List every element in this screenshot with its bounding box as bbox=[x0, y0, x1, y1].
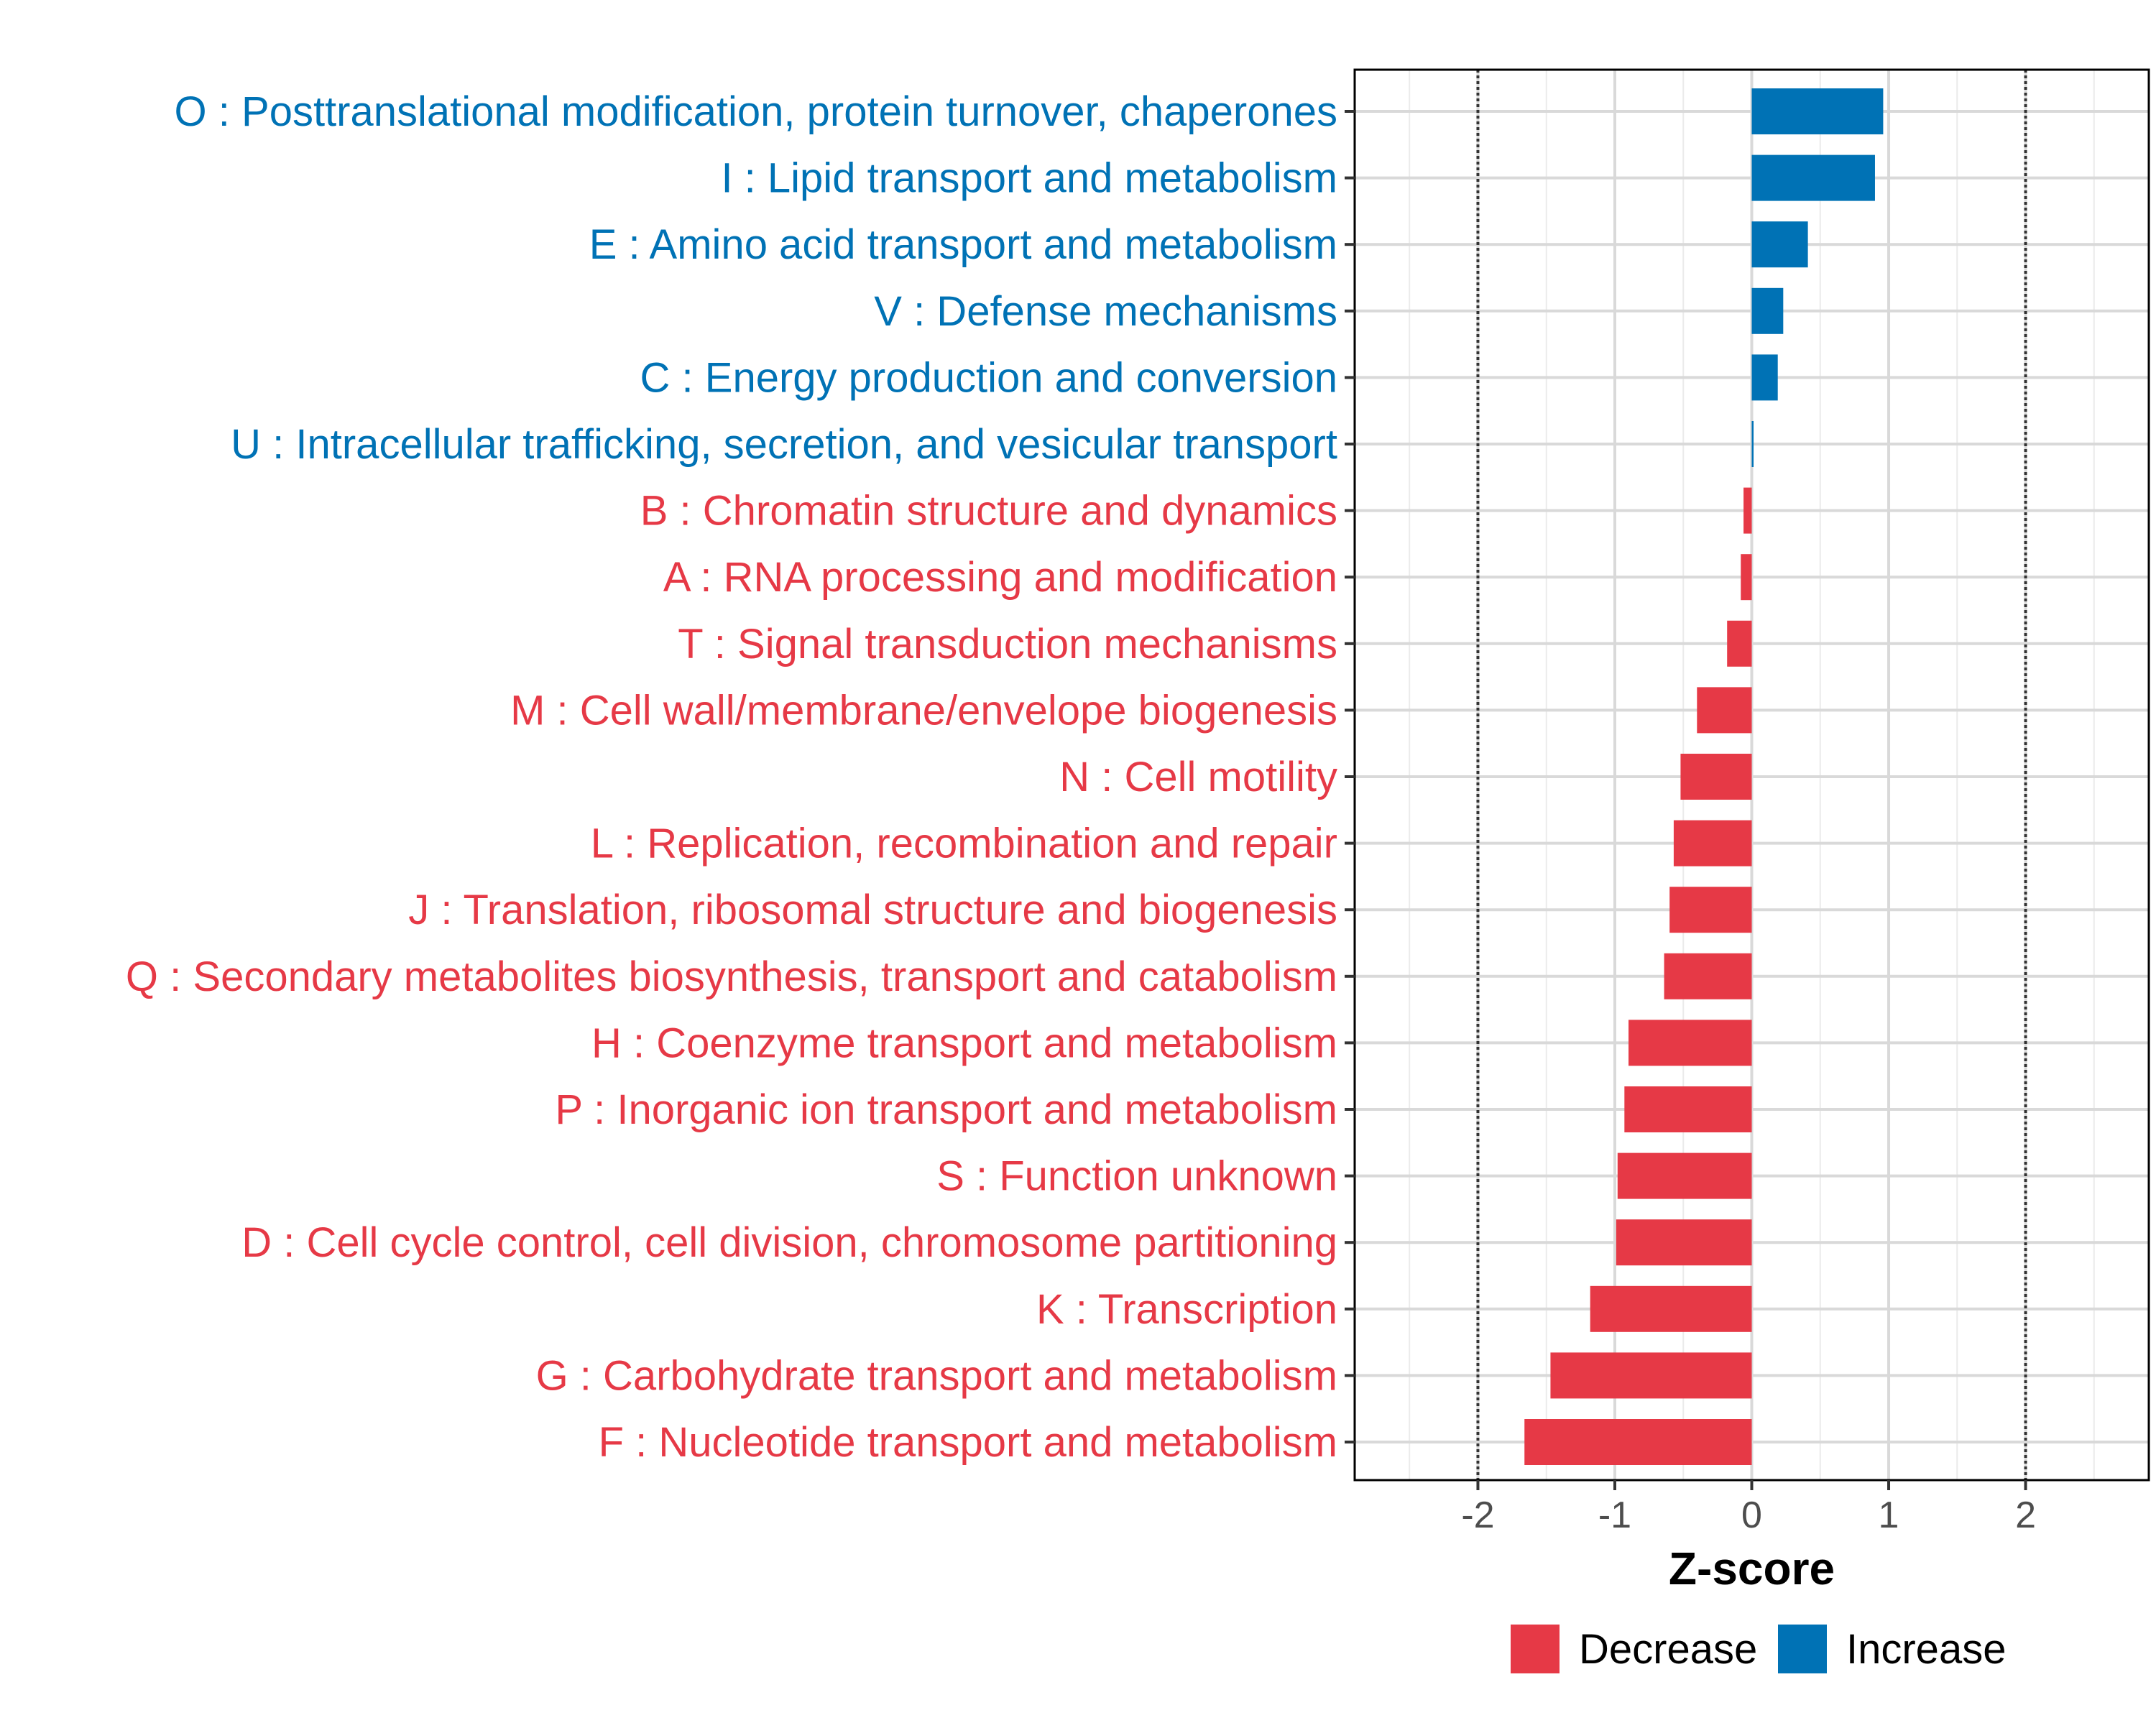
legend-label-increase: Increase bbox=[1846, 1626, 2006, 1673]
y-tick-label: P : Inorganic ion transport and metaboli… bbox=[555, 1086, 1337, 1133]
y-tick-label: E : Amino acid transport and metabolism bbox=[589, 221, 1337, 268]
x-tick-label: -1 bbox=[1598, 1494, 1631, 1536]
bar-l bbox=[1673, 820, 1752, 867]
y-tick-label: K : Transcription bbox=[1036, 1286, 1337, 1333]
x-tick-label: 0 bbox=[1741, 1494, 1762, 1536]
bar-o bbox=[1751, 88, 1884, 134]
bar-t bbox=[1727, 620, 1752, 667]
bar-j bbox=[1669, 887, 1752, 933]
y-tick-label: B : Chromatin structure and dynamics bbox=[640, 488, 1337, 535]
y-tick-label: Q : Secondary metabolites biosynthesis, … bbox=[126, 953, 1337, 1000]
bar-b bbox=[1743, 487, 1752, 534]
y-tick-label: I : Lipid transport and metabolism bbox=[721, 155, 1337, 202]
bar-v bbox=[1751, 287, 1784, 334]
y-tick-label: V : Defense mechanisms bbox=[874, 288, 1337, 335]
x-axis-title: Z-score bbox=[1669, 1543, 1835, 1594]
legend-swatch-decrease bbox=[1511, 1625, 1560, 1673]
reference-line-layer bbox=[1476, 70, 2027, 1480]
y-tick-label: T : Signal transduction mechanisms bbox=[678, 621, 1337, 667]
bar-g bbox=[1550, 1352, 1752, 1399]
y-tick-label: A : RNA processing and modification bbox=[663, 554, 1337, 601]
bar-layer bbox=[1524, 88, 1884, 1465]
x-axis: -2 -1 0 1 2 bbox=[1461, 1480, 2036, 1536]
legend-label-decrease: Decrease bbox=[1579, 1626, 1757, 1673]
y-tick-label: D : Cell cycle control, cell division, c… bbox=[241, 1219, 1337, 1266]
y-tick-label: F : Nucleotide transport and metabolism bbox=[599, 1419, 1337, 1466]
bar-m bbox=[1697, 687, 1752, 734]
bar-f bbox=[1524, 1419, 1752, 1465]
y-tick-label: C : Energy production and conversion bbox=[640, 354, 1337, 401]
bar-c bbox=[1751, 354, 1778, 401]
y-tick-label: H : Coenzyme transport and metabolism bbox=[591, 1020, 1337, 1066]
bar-p bbox=[1624, 1086, 1752, 1132]
bar-q bbox=[1664, 953, 1752, 999]
y-tick-label: S : Function unknown bbox=[936, 1153, 1337, 1200]
bar-u bbox=[1751, 421, 1754, 467]
bar-s bbox=[1617, 1152, 1752, 1199]
y-tick-label: G : Carbohydrate transport and metabolis… bbox=[536, 1352, 1337, 1399]
bar-n bbox=[1680, 754, 1752, 800]
y-axis: O : Posttranslational modification, prot… bbox=[126, 88, 1355, 1466]
y-tick-label: U : Intracellular trafficking, secretion… bbox=[231, 421, 1337, 468]
bar-h bbox=[1628, 1020, 1752, 1066]
bar-a bbox=[1741, 554, 1752, 601]
y-tick-label: J : Translation, ribosomal structure and… bbox=[408, 887, 1337, 933]
y-tick-label: M : Cell wall/membrane/envelope biogenes… bbox=[510, 687, 1337, 734]
bar-i bbox=[1751, 154, 1875, 201]
x-tick-label: 1 bbox=[1879, 1494, 1899, 1536]
legend-swatch-increase bbox=[1778, 1625, 1827, 1673]
x-tick-label: -2 bbox=[1461, 1494, 1494, 1536]
x-tick-label: 2 bbox=[2015, 1494, 2036, 1536]
bar-e bbox=[1751, 221, 1808, 268]
legend: Decrease Increase bbox=[1511, 1625, 2006, 1673]
bar-k bbox=[1590, 1285, 1752, 1332]
y-tick-label: L : Replication, recombination and repai… bbox=[591, 821, 1337, 867]
y-tick-label: N : Cell motility bbox=[1059, 754, 1337, 800]
y-tick-label: O : Posttranslational modification, prot… bbox=[175, 88, 1337, 135]
bar-d bbox=[1616, 1219, 1752, 1266]
